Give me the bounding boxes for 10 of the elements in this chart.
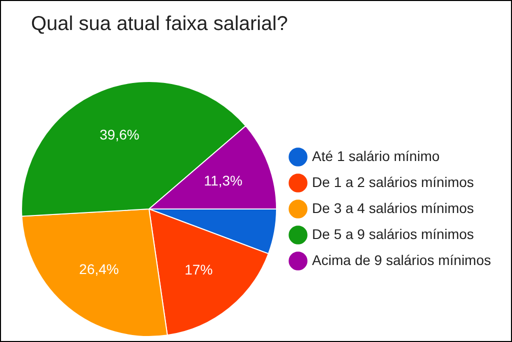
legend-label: Acima de 9 salários mínimos — [312, 252, 491, 268]
data-label: 26,4% — [79, 261, 119, 278]
chart-title: Qual sua atual faixa salarial? — [31, 13, 288, 36]
data-label: 17% — [184, 261, 213, 278]
legend-label: De 3 a 4 salários mínimos — [312, 200, 474, 216]
legend-label: De 1 a 2 salários mínimos — [312, 174, 474, 190]
legend-label: De 5 a 9 salários mínimos — [312, 226, 474, 242]
data-label: 11,3% — [204, 172, 242, 188]
data-label: 39,6% — [100, 126, 140, 143]
legend-label: Até 1 salário mínimo — [312, 148, 440, 164]
